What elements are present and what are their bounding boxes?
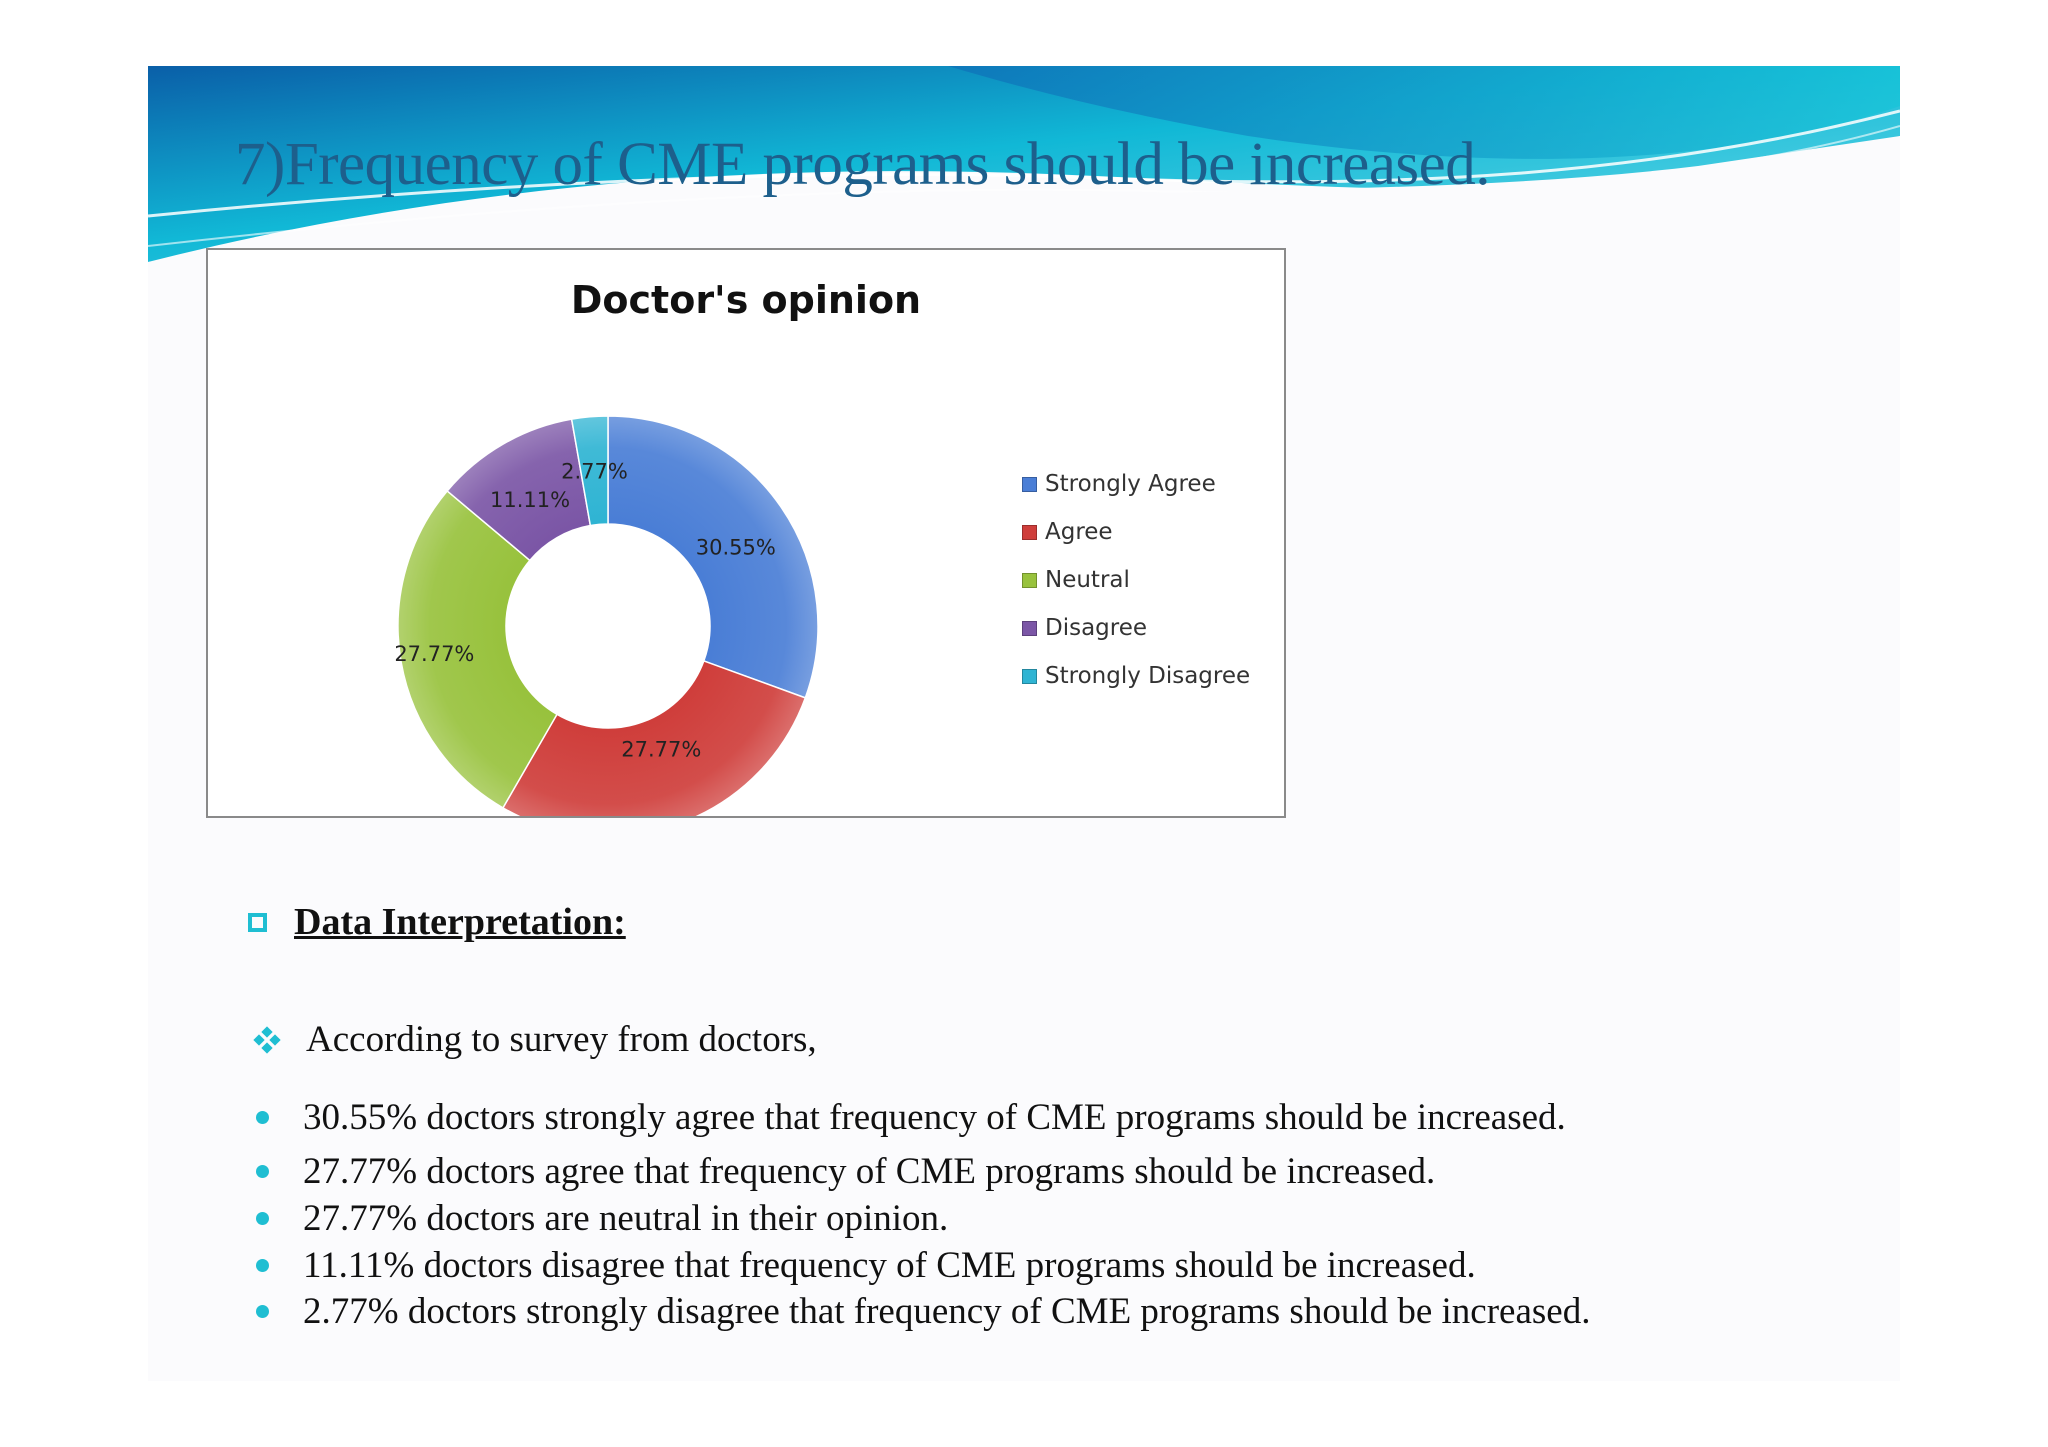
legend-item-agree: Agree: [1022, 508, 1250, 556]
data-label-disagree: 11.11%: [490, 488, 570, 512]
dot-icon: [256, 1165, 269, 1178]
chart-legend: Strongly Agree Agree Neutral Disagree Strong…: [1022, 460, 1250, 700]
legend-label: Strongly Disagree: [1045, 663, 1251, 689]
data-label-agree: 27.77%: [621, 738, 701, 762]
intro-line: According to survey from doctors,: [253, 1018, 817, 1061]
list-item: 30.55% doctors strongly agree that frequ…: [256, 1096, 1566, 1139]
data-label-strongly-agree: 30.55%: [696, 536, 776, 560]
list-item-text: 27.77% doctors agree that frequency of C…: [303, 1151, 1436, 1192]
list-item: 27.77% doctors are neutral in their opin…: [256, 1197, 948, 1240]
slide-title: 7)Frequency of CME programs should be in…: [235, 131, 1490, 198]
legend-swatch: [1022, 572, 1037, 588]
legend-label: Neutral: [1045, 567, 1130, 593]
list-item-text: 30.55% doctors strongly agree that frequ…: [303, 1097, 1566, 1138]
legend-swatch: [1022, 476, 1037, 492]
dot-icon: [256, 1212, 269, 1225]
list-item: 11.11% doctors disagree that frequency o…: [256, 1244, 1476, 1287]
data-label-neutral: 27.77%: [394, 642, 474, 666]
legend-swatch: [1022, 668, 1037, 684]
doughnut-chart: 30.55% 27.77% 27.77% 11.11% 2.77%: [394, 415, 819, 816]
legend-item-neutral: Neutral: [1022, 556, 1250, 604]
list-item: 27.77% doctors agree that frequency of C…: [256, 1150, 1435, 1193]
dot-icon: [256, 1111, 269, 1124]
legend-item-strongly-disagree: Strongly Disagree: [1022, 652, 1250, 700]
slice-strongly-agree: [607, 415, 819, 699]
slice-neutral: [397, 489, 559, 809]
list-item-text: 27.77% doctors are neutral in their opin…: [303, 1198, 949, 1239]
legend-swatch: [1022, 620, 1037, 636]
list-item: 2.77% doctors strongly disagree that fre…: [256, 1290, 1590, 1333]
list-item-text: 2.77% doctors strongly disagree that fre…: [303, 1291, 1591, 1332]
legend-item-strongly-agree: Strongly Agree: [1022, 460, 1250, 508]
slice-strongly-disagree: [570, 415, 609, 527]
chart-title: Doctor's opinion: [570, 278, 922, 322]
data-label-strongly-disagree: 2.77%: [561, 460, 628, 484]
legend-item-disagree: Disagree: [1022, 604, 1250, 652]
header-wave-banner: [148, 66, 1900, 266]
dot-icon: [256, 1305, 269, 1318]
checkbox-icon: [248, 912, 267, 932]
diamond-cluster-icon: [253, 1025, 281, 1054]
legend-label: Strongly Agree: [1045, 471, 1216, 497]
dot-icon: [256, 1259, 269, 1272]
chart-frame: Doctor's opinion 30.55% 27.77% 27.77% 11.11…: [206, 248, 1286, 818]
section-heading: Data Interpretation:: [248, 900, 626, 944]
legend-label: Agree: [1045, 519, 1113, 545]
list-item-text: 11.11% doctors disagree that frequency o…: [303, 1245, 1476, 1286]
intro-text: According to survey from doctors,: [306, 1019, 817, 1060]
legend-label: Disagree: [1045, 615, 1148, 641]
section-heading-text: Data Interpretation:: [294, 901, 626, 943]
legend-swatch: [1022, 524, 1037, 540]
slice-agree: [501, 659, 807, 816]
